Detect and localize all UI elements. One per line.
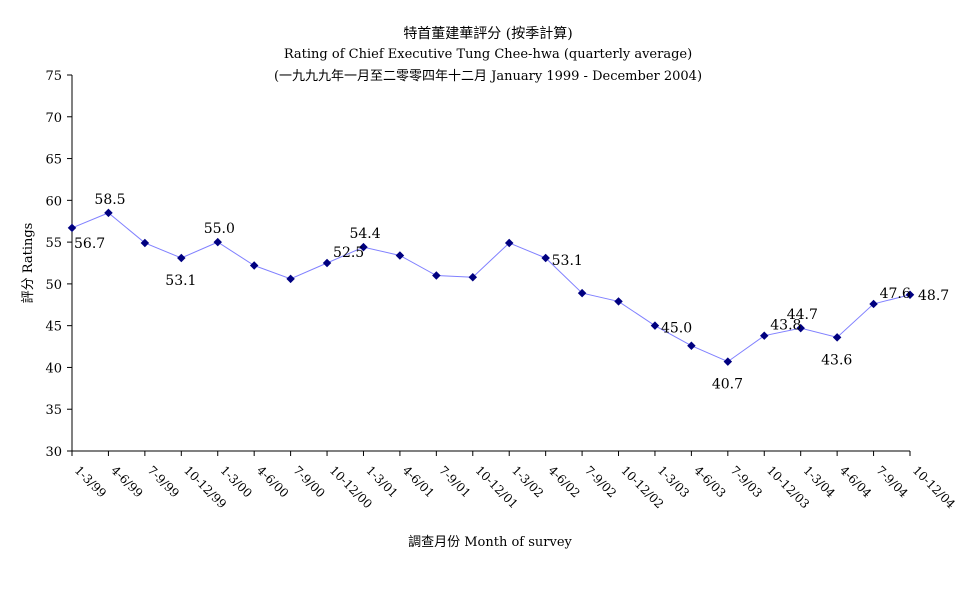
data-point: [468, 272, 478, 282]
data-point: [687, 341, 696, 350]
x-tick-label: 4-6/02: [546, 463, 583, 500]
y-tick-label: 75: [45, 69, 62, 84]
x-tick-label: 7-9/99: [145, 463, 182, 500]
data-label: 58.5: [94, 192, 125, 208]
data-label: 40.7: [712, 377, 743, 393]
data-point: [614, 297, 623, 306]
data-point: [177, 253, 186, 263]
chart-subtitle-date-range: (一九九九年一月至二零零四年十二月 January 1999 - Decembe…: [274, 69, 702, 84]
data-point: [905, 290, 915, 299]
data-label: 55.0: [204, 221, 235, 237]
y-tick-label: 65: [45, 153, 62, 168]
data-labels: 56.7 58.5 53.1 55.0 52.5 54.4 53.1 45.0 40.7 43.8…: [74, 192, 949, 393]
x-ticks: 1-3/99 4-6/99 7-9/99 10-12/991-3/00 4-6/00 7-…: [71, 451, 958, 511]
data-point: [796, 323, 805, 333]
series-line: [71, 212, 911, 363]
y-ticks: 30 35 40 45 50 55 60 65 70 75: [45, 69, 72, 460]
data-point: [322, 258, 332, 268]
x-tick-label: 4-6/01: [400, 463, 437, 500]
x-tick-label: 7-9/01: [436, 463, 473, 500]
x-tick-label: 7-9/00: [290, 463, 327, 500]
data-label: 45.0: [661, 321, 692, 337]
x-tick-label: 4-6/00: [254, 463, 291, 500]
y-tick-label: 40: [45, 361, 62, 376]
data-label: 48.7: [918, 288, 949, 304]
x-tick-label: 7-9/04: [873, 463, 910, 500]
x-tick-label: 10-12/04: [910, 463, 958, 511]
data-label: 54.4: [349, 226, 380, 242]
y-axis-label: 評分 Ratings: [21, 223, 36, 304]
y-tick-label: 60: [45, 194, 62, 209]
y-tick-label: 55: [45, 236, 62, 251]
data-label: 53.1: [552, 253, 583, 269]
data-point: [140, 238, 150, 248]
data-point: [504, 238, 514, 248]
y-tick-label: 70: [45, 111, 62, 126]
data-point: [359, 242, 368, 252]
data-label: 53.1: [165, 273, 196, 289]
x-tick-label: 7-9/03: [728, 463, 765, 500]
x-axis-label: 調查月份 Month of survey: [408, 535, 572, 550]
data-point: [723, 357, 733, 366]
x-tick-label: 4-6/99: [108, 463, 145, 500]
x-tick-label: 4-6/03: [691, 463, 728, 500]
x-tick-label: 1-3/99: [72, 463, 109, 500]
data-point: [832, 333, 842, 342]
data-point: [650, 321, 660, 330]
chart-subtitle: Rating of Chief Executive Tung Chee-hwa …: [284, 47, 692, 62]
data-point: [577, 288, 587, 298]
data-label: 47.6: [880, 286, 911, 302]
data-point: [432, 271, 441, 280]
data-point: [286, 274, 295, 284]
y-tick-label: 50: [45, 278, 62, 293]
data-point: [249, 261, 259, 270]
data-point: [213, 237, 222, 247]
data-point: [869, 299, 878, 309]
data-label: 43.8: [770, 318, 801, 334]
data-point: [395, 251, 405, 260]
data-point: [104, 208, 113, 218]
data-label: 52.5: [333, 245, 364, 261]
data-points: [67, 208, 915, 366]
x-tick-label: 7-9/02: [582, 463, 619, 500]
x-tick-label: 4-6/04: [837, 463, 874, 500]
data-point: [67, 223, 77, 233]
y-tick-label: 45: [45, 320, 62, 335]
data-point: [760, 331, 769, 340]
data-label: 56.7: [74, 236, 105, 252]
chart-title: 特首董建華評分 (按季計算): [403, 26, 572, 42]
y-tick-label: 30: [45, 445, 62, 460]
data-label: 43.6: [821, 352, 852, 368]
data-label: 44.7: [787, 307, 818, 323]
y-tick-label: 35: [45, 403, 62, 418]
